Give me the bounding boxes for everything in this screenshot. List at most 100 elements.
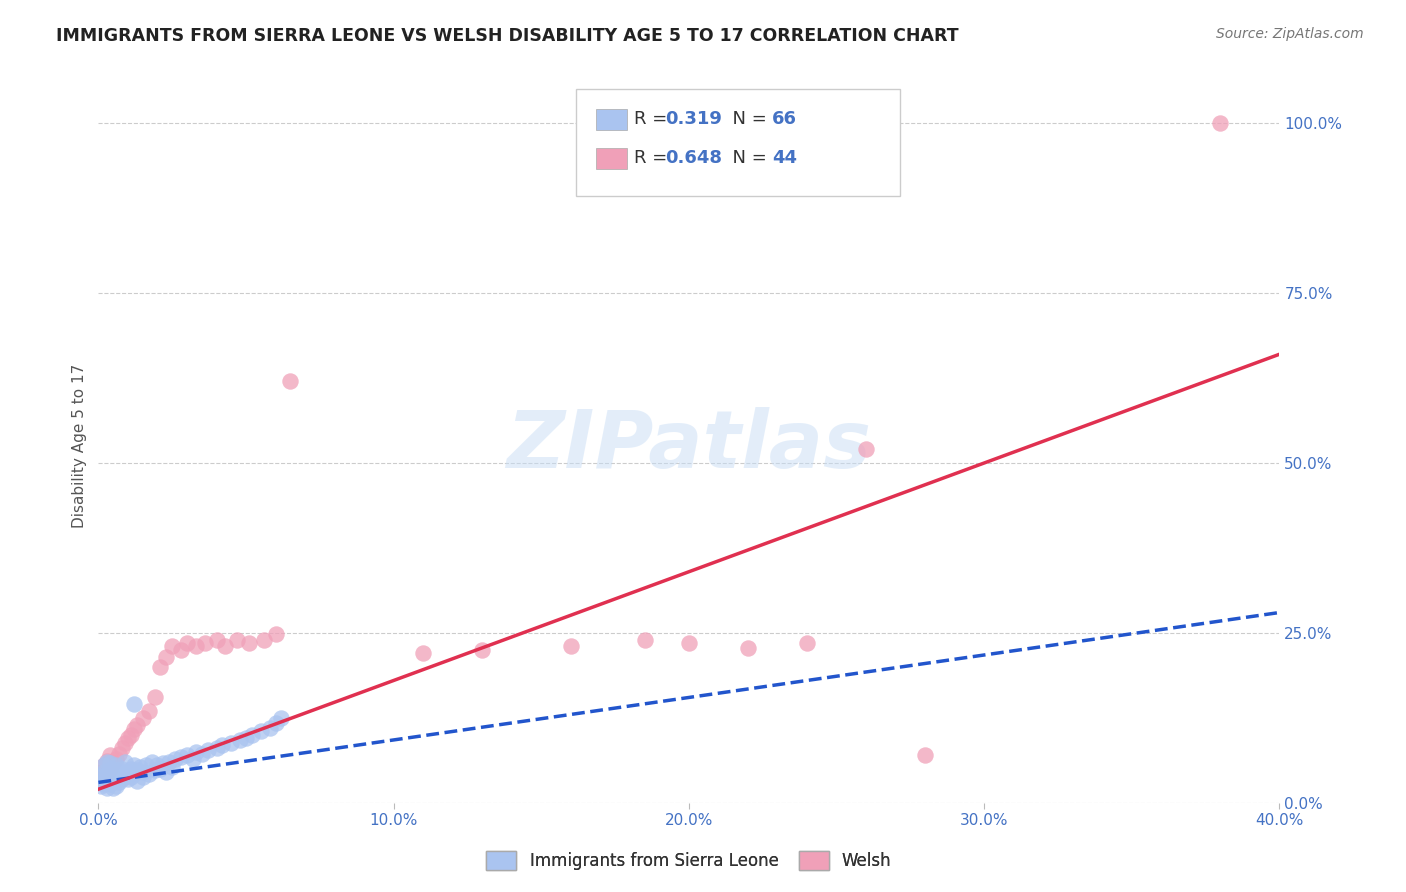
- Point: [111, 762, 134, 776]
- Point: [184, 745, 207, 759]
- Point: [176, 748, 198, 763]
- Point: [152, 756, 174, 771]
- Point: [125, 763, 148, 777]
- Text: 66: 66: [772, 110, 797, 128]
- Text: 0.319: 0.319: [665, 110, 721, 128]
- Point: [96, 754, 118, 768]
- Point: [264, 715, 287, 730]
- Point: [737, 640, 759, 655]
- Point: [108, 747, 131, 761]
- Point: [914, 748, 936, 763]
- Point: [108, 775, 131, 789]
- Point: [93, 772, 115, 786]
- Point: [149, 660, 172, 674]
- Point: [125, 717, 148, 731]
- Point: [90, 765, 112, 780]
- Point: [170, 749, 193, 764]
- Point: [93, 765, 115, 780]
- Point: [117, 772, 139, 786]
- Point: [120, 762, 142, 776]
- Point: [138, 767, 160, 781]
- Point: [108, 765, 131, 780]
- Point: [128, 760, 150, 774]
- Point: [105, 769, 128, 783]
- Point: [90, 775, 112, 789]
- Point: [114, 769, 136, 783]
- Point: [250, 724, 273, 739]
- Point: [122, 723, 145, 737]
- Point: [98, 763, 121, 777]
- Point: [141, 755, 163, 769]
- Point: [259, 721, 281, 735]
- Point: [634, 632, 657, 647]
- Point: [1209, 116, 1232, 130]
- Point: [191, 747, 214, 761]
- Point: [98, 777, 121, 791]
- Point: [98, 770, 121, 784]
- Point: [120, 770, 142, 784]
- Y-axis label: Disability Age 5 to 17: Disability Age 5 to 17: [72, 364, 87, 528]
- Point: [280, 375, 302, 389]
- Point: [90, 775, 112, 789]
- Point: [205, 632, 228, 647]
- Point: [270, 711, 292, 725]
- Point: [176, 636, 198, 650]
- Point: [98, 748, 121, 763]
- Point: [96, 767, 118, 781]
- Point: [146, 758, 169, 772]
- Point: [157, 755, 180, 769]
- Point: [105, 751, 128, 765]
- Point: [93, 770, 115, 784]
- Point: [132, 770, 155, 784]
- Point: [114, 755, 136, 769]
- Point: [114, 736, 136, 750]
- Point: [96, 755, 118, 769]
- Point: [155, 649, 177, 664]
- Point: [226, 632, 249, 647]
- Point: [240, 728, 263, 742]
- Text: R =: R =: [634, 149, 673, 167]
- Point: [122, 767, 145, 781]
- Point: [162, 760, 183, 774]
- Point: [96, 767, 118, 781]
- Point: [229, 733, 252, 747]
- Point: [796, 636, 818, 650]
- Point: [103, 772, 125, 786]
- Point: [143, 690, 166, 705]
- Point: [105, 758, 128, 772]
- Point: [135, 758, 157, 772]
- Point: [98, 756, 121, 771]
- Point: [96, 774, 118, 789]
- Point: [412, 646, 434, 660]
- Point: [125, 774, 148, 789]
- Point: [155, 765, 177, 780]
- Point: [90, 769, 112, 783]
- Point: [855, 442, 877, 457]
- Point: [93, 758, 115, 772]
- Point: [471, 643, 494, 657]
- Text: Source: ZipAtlas.com: Source: ZipAtlas.com: [1216, 27, 1364, 41]
- Point: [103, 780, 125, 795]
- Point: [165, 751, 187, 765]
- Text: N =: N =: [721, 149, 773, 167]
- Point: [103, 756, 125, 771]
- Point: [194, 636, 217, 650]
- Point: [678, 636, 700, 650]
- Point: [264, 627, 287, 641]
- Legend: Immigrants from Sierra Leone, Welsh: Immigrants from Sierra Leone, Welsh: [479, 844, 898, 877]
- Point: [132, 765, 155, 780]
- Point: [560, 640, 582, 654]
- Point: [253, 632, 276, 647]
- Point: [184, 640, 207, 654]
- Point: [211, 738, 233, 752]
- Point: [197, 743, 219, 757]
- Text: 0.648: 0.648: [665, 149, 723, 167]
- Point: [120, 728, 142, 742]
- Point: [93, 777, 115, 791]
- Point: [149, 762, 172, 776]
- Point: [221, 736, 243, 750]
- Point: [98, 762, 121, 776]
- Point: [93, 758, 115, 772]
- Point: [138, 704, 160, 718]
- Point: [205, 741, 228, 756]
